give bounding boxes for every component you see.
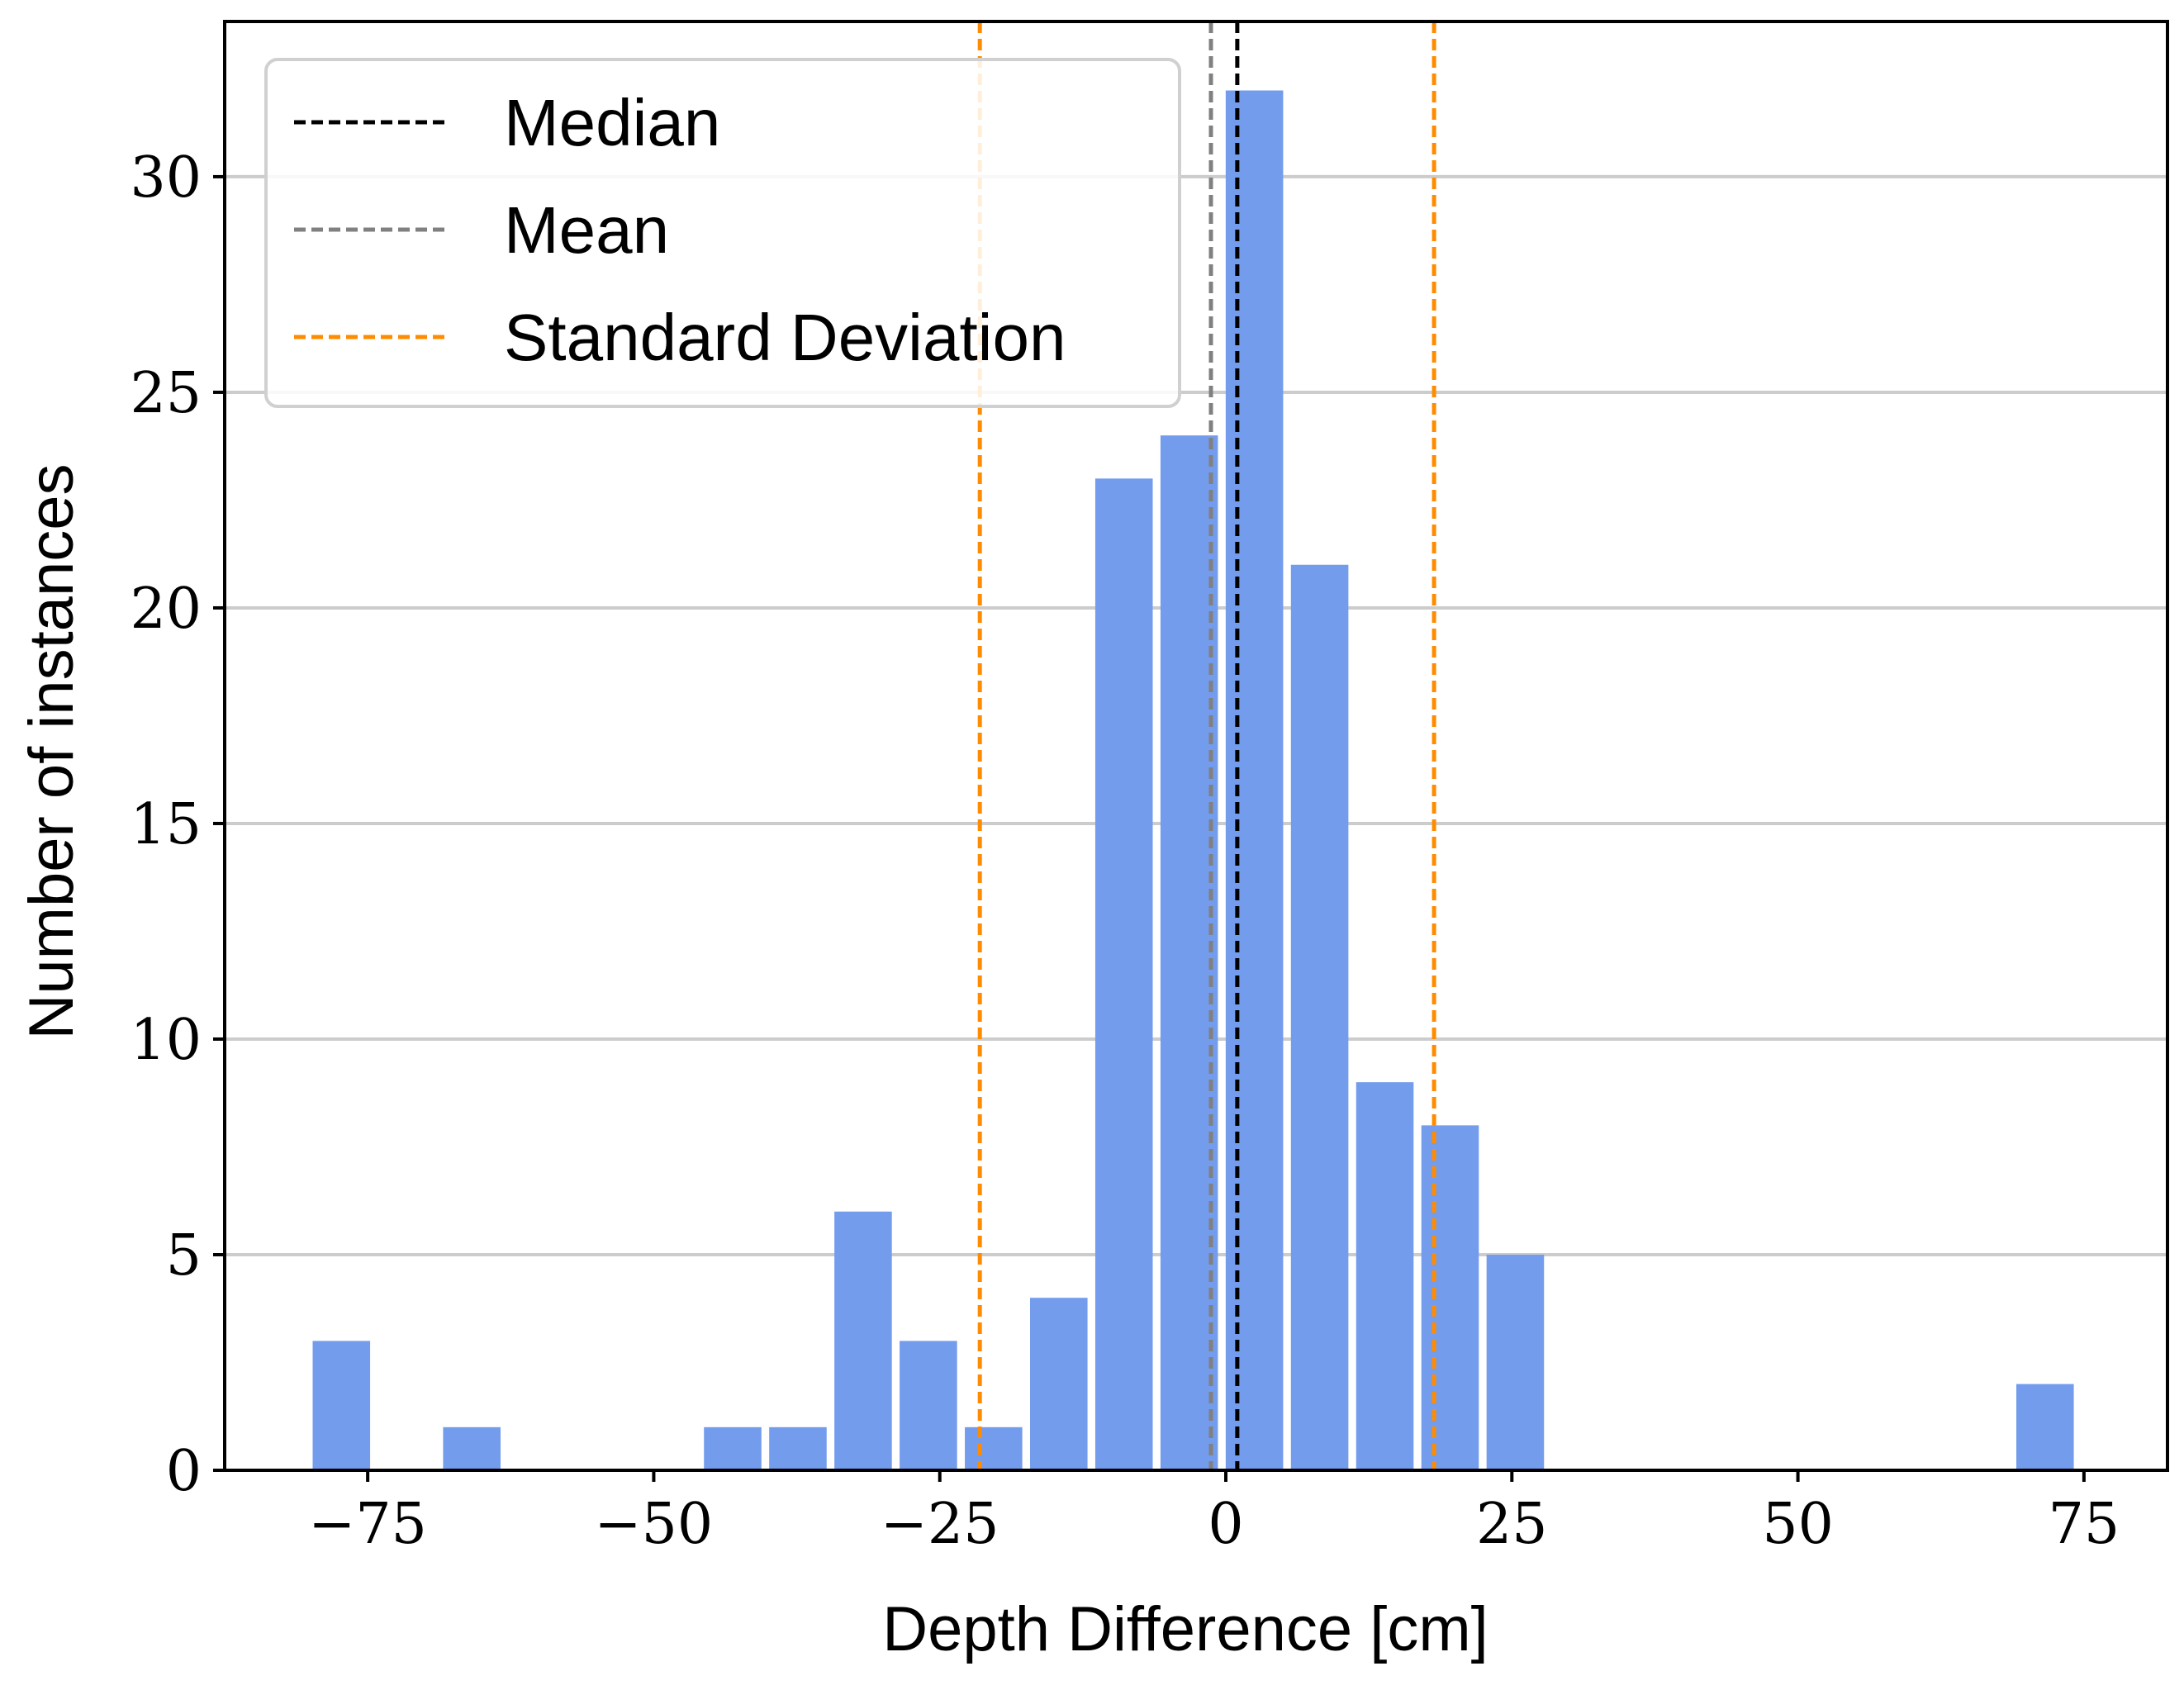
y-tick-label: 10 [130,1008,202,1073]
histogram-bar [1160,435,1218,1471]
histogram-bar [769,1427,827,1470]
histogram-bars [312,90,2074,1471]
legend-box [264,58,1181,408]
x-tick-label: 75 [2049,1492,2120,1557]
y-tick-label: 25 [130,361,202,426]
y-tick-label: 20 [130,577,202,642]
x-tick-label: −50 [595,1492,714,1557]
histogram-bar [1029,1298,1088,1470]
legend-label-mean: Mean [504,193,669,267]
x-axis-ticks: −75 −50 −25 0 25 50 75 [308,1470,2120,1557]
y-tick-label: 30 [130,145,202,211]
legend-label-standard-deviation: Standard Deviation [504,301,1066,374]
y-axis-ticks: 0 5 10 15 20 25 30 [130,145,225,1504]
histogram-bar [965,1427,1023,1470]
histogram-bar [443,1427,501,1470]
y-axis-label: Number of instances [17,464,87,1040]
x-tick-label: −25 [881,1492,999,1557]
y-tick-label: 15 [130,792,202,857]
histogram-bar [900,1341,957,1470]
histogram-bar [1356,1082,1414,1470]
y-tick-label: 5 [166,1223,202,1289]
histogram-bar [1225,90,1284,1471]
y-tick-label: 0 [166,1439,202,1504]
histogram-bar [1290,564,1349,1470]
x-tick-label: 25 [1476,1492,1548,1557]
histogram-bar [2016,1384,2074,1470]
histogram-bar [1421,1125,1479,1470]
legend-label-median: Median [504,86,720,159]
plot-frame [223,20,2169,1472]
legend: Median Mean Standard Deviation [264,58,1181,408]
histogram-bar [834,1211,892,1470]
x-tick-label: 50 [1762,1492,1834,1557]
x-tick-label: 0 [1208,1492,1243,1557]
reference-lines [977,21,1436,1470]
histogram-bar [704,1427,762,1470]
x-tick-label: −75 [308,1492,427,1557]
histogram-bar [1486,1254,1545,1470]
histogram-bar [312,1341,371,1470]
x-axis-label: Depth Difference [cm] [882,1594,1488,1664]
histogram-bar [1094,478,1153,1470]
